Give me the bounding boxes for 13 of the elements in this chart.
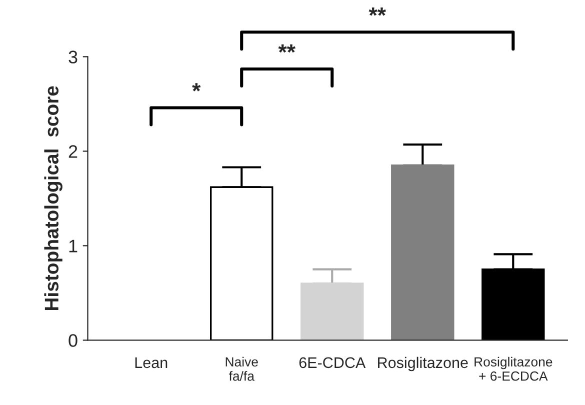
text: ** — [368, 8, 386, 16]
x-tick-label: Rosiglitazone — [378, 356, 468, 372]
y-tick-label: 1 — [69, 240, 78, 252]
x-tick-label: Lean — [135, 357, 168, 368]
text: ** — [278, 44, 296, 53]
annotation: * — [192, 83, 201, 92]
y-tick-label: 0 — [68, 334, 78, 347]
y-tick-label: 3 — [68, 50, 78, 64]
y-tick-label: 2 — [68, 145, 78, 158]
x-tick-label: 6E-CDCA — [299, 357, 366, 368]
y-axis-title: Histophatological score — [44, 86, 62, 310]
x-tick-label: Naive fa/fa — [226, 356, 258, 381]
x-tick-label: Rosiglitazone + 6-ECDCA — [474, 356, 552, 381]
